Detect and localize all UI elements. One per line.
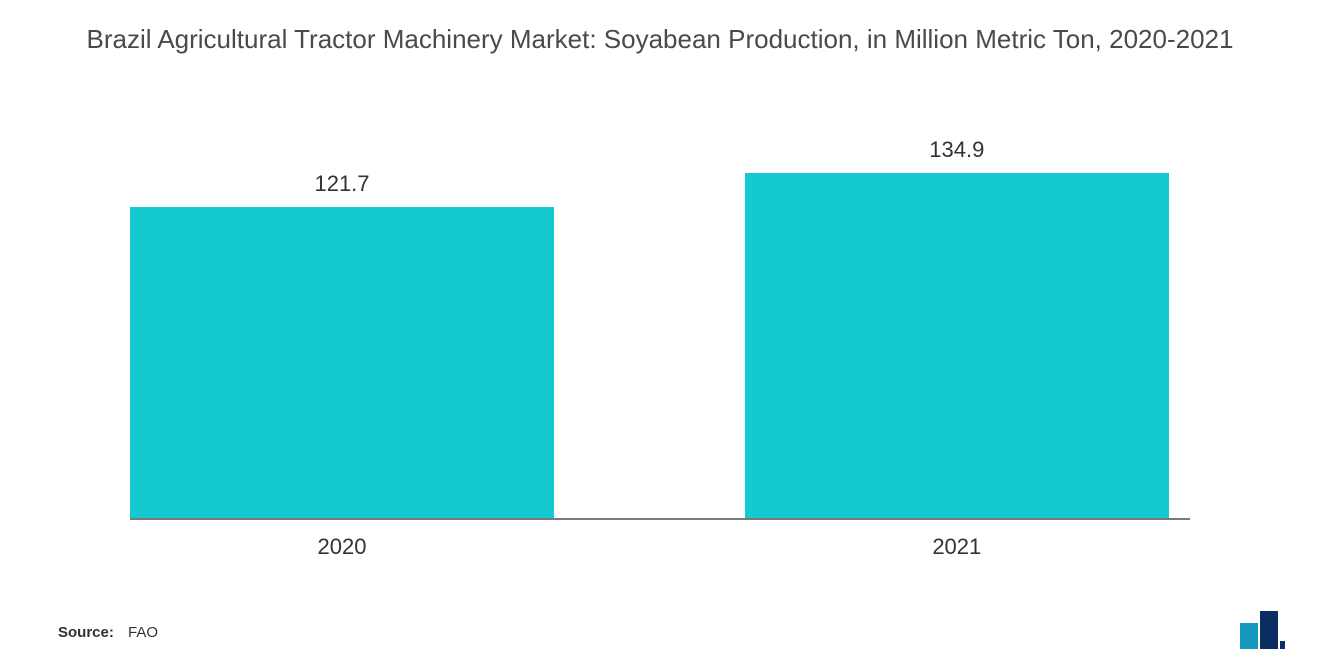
source-attribution: Source: FAO	[58, 624, 158, 641]
chart-title: Brazil Agricultural Tractor Machinery Ma…	[0, 22, 1320, 57]
value-label-2020: 121.7	[130, 171, 554, 197]
x-axis-line	[130, 518, 1190, 520]
source-value: FAO	[128, 624, 158, 641]
brand-logo-icon	[1238, 609, 1294, 649]
plot-area: 121.7 2020 134.9 2021	[130, 160, 1190, 520]
bar-fill-2021	[745, 173, 1169, 520]
chart-container: Brazil Agricultural Tractor Machinery Ma…	[0, 0, 1320, 665]
bar-2021: 134.9 2021	[745, 173, 1169, 520]
bar-fill-2020	[130, 207, 554, 520]
source-label: Source:	[58, 624, 114, 641]
category-label-2020: 2020	[130, 534, 554, 560]
value-label-2021: 134.9	[745, 137, 1169, 163]
category-label-2021: 2021	[745, 534, 1169, 560]
bar-2020: 121.7 2020	[130, 207, 554, 520]
